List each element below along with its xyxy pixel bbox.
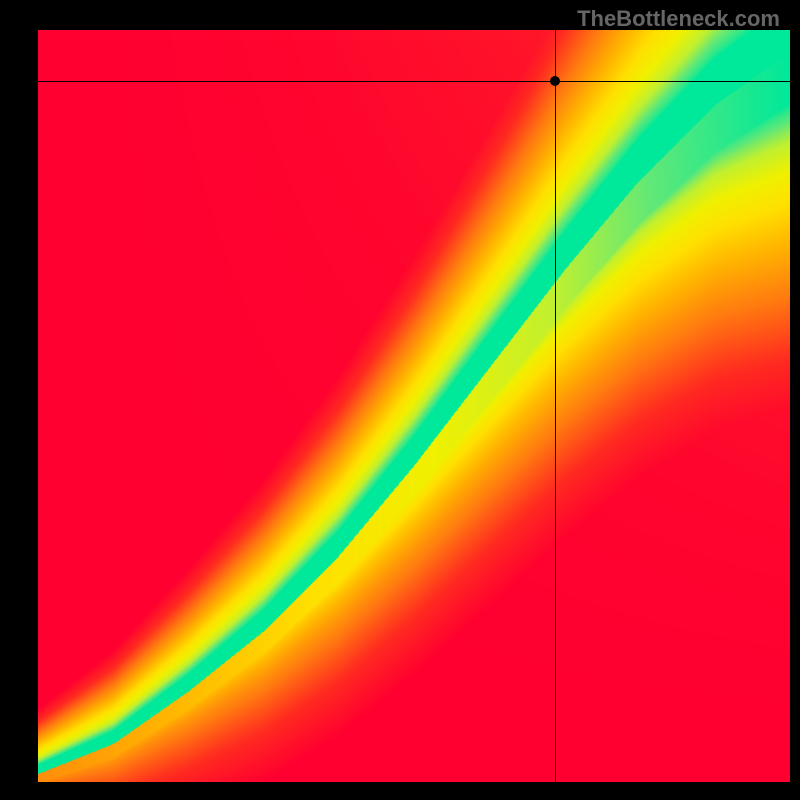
watermark: TheBottleneck.com [577,6,780,32]
heatmap-chart [38,30,790,782]
crosshair-horizontal [38,81,790,82]
reference-marker-dot [550,76,560,86]
crosshair-vertical [555,30,556,782]
heatmap-canvas [38,30,790,782]
